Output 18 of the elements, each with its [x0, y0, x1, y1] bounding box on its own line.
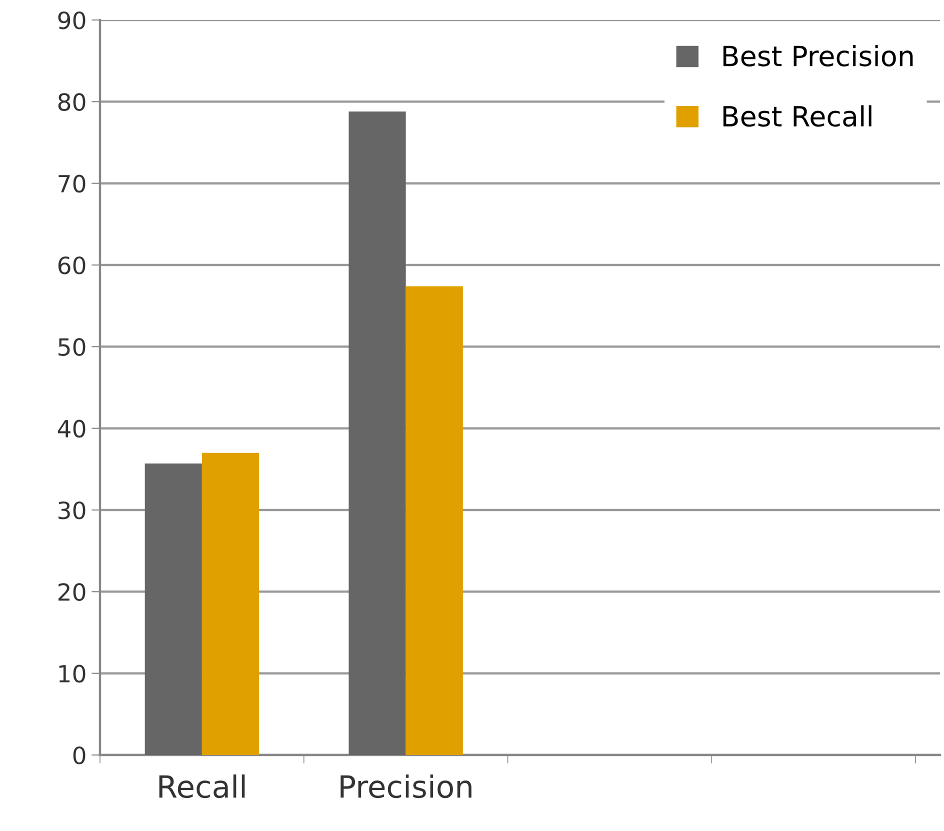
y-tick-label: 0 — [73, 746, 86, 764]
legend-label: Best Precision — [723, 45, 913, 66]
y-tick-label: 20 — [58, 583, 86, 601]
y-tick-label: 60 — [58, 256, 86, 274]
y-tick-label: 70 — [58, 174, 86, 193]
y-tick-label: 80 — [58, 93, 86, 111]
x-tick-label: Recall — [159, 774, 245, 798]
x-tick-label: Precision — [340, 774, 472, 798]
y-tick-label: 90 — [58, 11, 86, 30]
bar — [144, 463, 202, 755]
y-tick-label: 30 — [58, 501, 86, 520]
y-tick-label: 10 — [59, 664, 86, 683]
y-tick-label: 40 — [58, 420, 86, 438]
legend-label: Best Recall — [723, 105, 872, 127]
bar — [202, 452, 260, 755]
bar — [406, 286, 463, 755]
bar — [348, 111, 406, 755]
y-tick-label: 50 — [58, 338, 86, 356]
